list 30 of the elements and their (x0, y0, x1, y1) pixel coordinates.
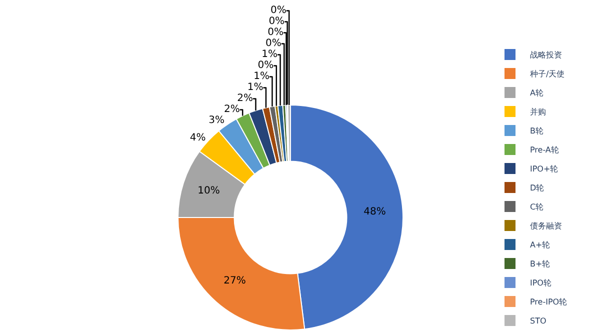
legend-label: A轮 (530, 88, 544, 98)
data-label: 48% (364, 206, 386, 218)
data-label: 3% (208, 115, 225, 126)
data-label: 0% (270, 5, 286, 16)
data-label: 27% (224, 275, 246, 286)
legend-label: 债务融资 (530, 222, 562, 231)
legend-label: D轮 (530, 184, 544, 193)
legend-label: 战略投资 (530, 50, 562, 60)
legend-label: 种子/天使 (530, 70, 565, 79)
legend-label: C轮 (530, 202, 544, 212)
data-label: 4% (190, 132, 206, 144)
legend-label: B轮 (530, 126, 544, 136)
data-label: 1% (262, 49, 278, 60)
legend-label: Pre-IPO轮 (530, 298, 568, 307)
data-label: 2% (224, 104, 240, 116)
data-label: 2% (237, 93, 253, 104)
legend-label: B+轮 (530, 260, 550, 269)
data-label: 0% (266, 38, 282, 50)
data-label: 0% (268, 16, 285, 28)
legend-label: 并购 (530, 108, 546, 117)
data-label: 0% (268, 27, 284, 38)
legend-label: STO (530, 316, 546, 326)
data-label: 1% (247, 82, 264, 94)
data-label: 0% (258, 60, 274, 72)
legend-label: Pre-A轮 (530, 146, 559, 155)
legend-label: A+轮 (530, 240, 550, 250)
data-label: 10% (198, 185, 220, 196)
data-label: 1% (254, 71, 270, 82)
legend-label: IPO+轮 (530, 164, 558, 174)
legend-label: IPO轮 (530, 278, 552, 288)
